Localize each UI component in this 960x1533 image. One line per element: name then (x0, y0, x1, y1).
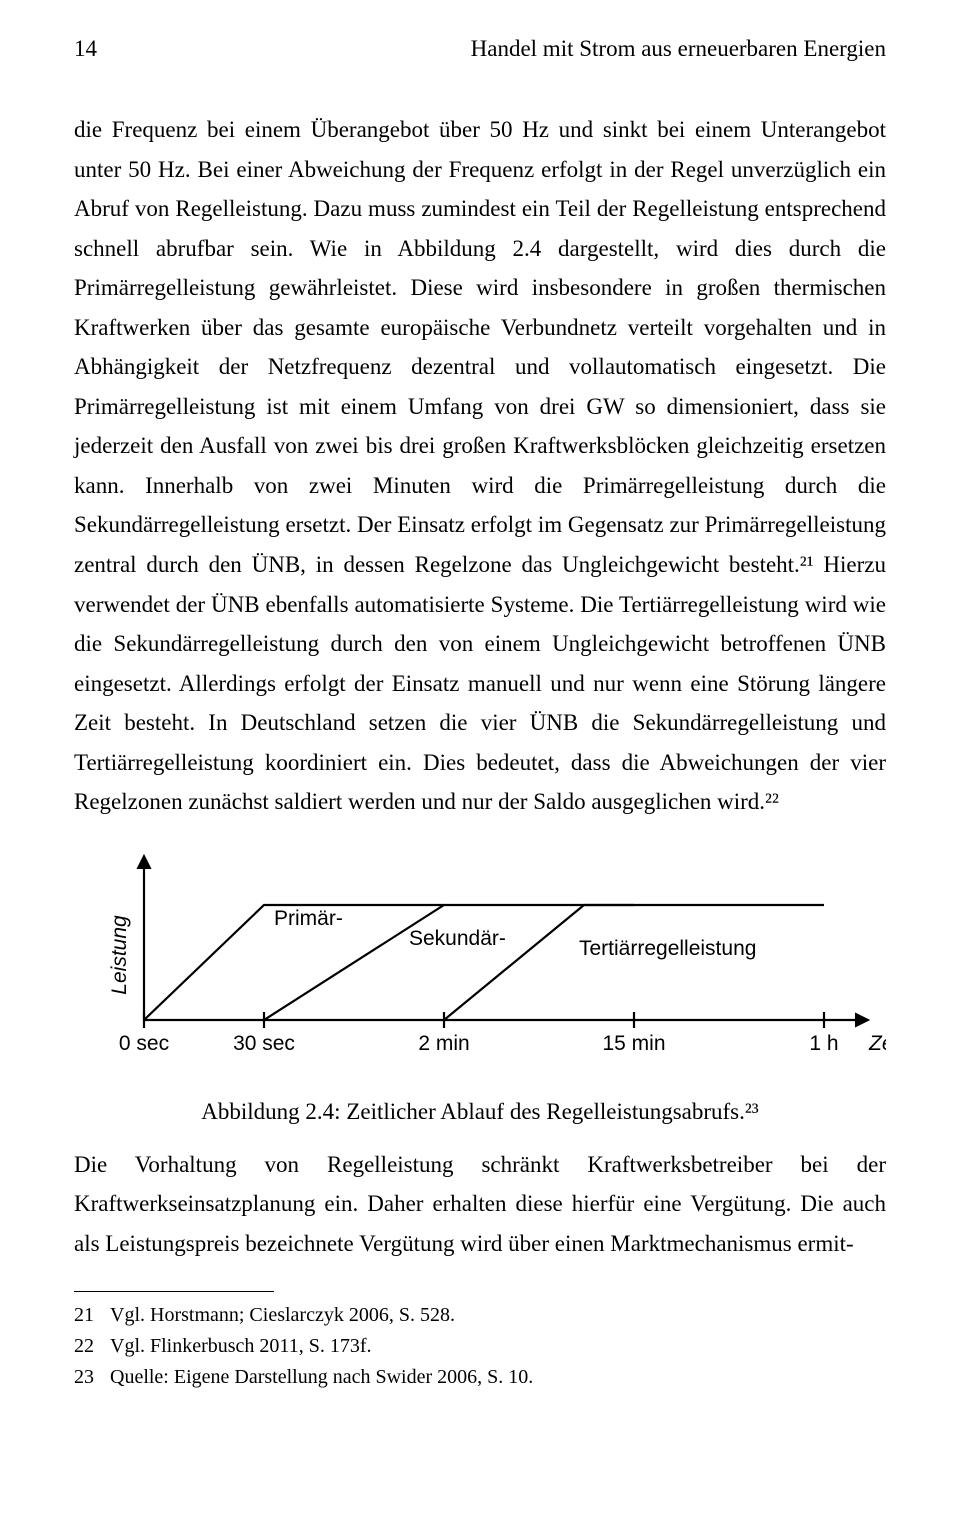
svg-text:Leistung: Leistung (108, 915, 131, 995)
page-header: 14 Handel mit Strom aus erneuerbaren Ene… (74, 36, 886, 62)
chapter-title: Handel mit Strom aus erneuerbaren Energi… (471, 36, 886, 62)
svg-text:Sekundär-: Sekundär- (409, 927, 506, 950)
svg-text:Primär-: Primär- (274, 907, 343, 930)
svg-text:Zeit: Zeit (868, 1032, 886, 1055)
svg-text:15 min: 15 min (602, 1032, 665, 1055)
footnote-23: 23 Quelle: Eigene Darstellung nach Swide… (74, 1362, 886, 1393)
svg-text:Tertiärregelleistung: Tertiärregelleistung (579, 937, 756, 960)
footnote-number: 22 (74, 1331, 110, 1362)
regelleistung-chart: 0 sec 30 sec 2 min 15 min 1 h Zeit Leistung Pri… (74, 850, 886, 1080)
body-paragraph-1: die Frequenz bei einem Überangebot über … (74, 110, 886, 822)
page: 14 Handel mit Strom aus erneuerbaren Ene… (0, 0, 960, 1433)
footnote-rule (74, 1291, 274, 1292)
svg-text:2 min: 2 min (418, 1032, 469, 1055)
footnote-21: 21 Vgl. Horstmann; Cieslarczyk 2006, S. … (74, 1300, 886, 1331)
svg-text:0 sec: 0 sec (119, 1032, 169, 1055)
svg-text:1 h: 1 h (809, 1032, 838, 1055)
footnote-text: Vgl. Horstmann; Cieslarczyk 2006, S. 528… (110, 1300, 455, 1331)
footnote-number: 23 (74, 1362, 110, 1393)
body-paragraph-2: Die Vorhaltung von Regelleistung schränk… (74, 1145, 886, 1264)
figure-2-4: 0 sec 30 sec 2 min 15 min 1 h Zeit Leistung Pri… (74, 850, 886, 1125)
footnote-text: Quelle: Eigene Darstellung nach Swider 2… (110, 1362, 533, 1393)
footnote-text: Vgl. Flinkerbusch 2011, S. 173f. (110, 1331, 371, 1362)
page-number: 14 (74, 36, 97, 62)
figure-caption: Abbildung 2.4: Zeitlicher Ablauf des Reg… (74, 1099, 886, 1125)
footnotes: 21 Vgl. Horstmann; Cieslarczyk 2006, S. … (74, 1300, 886, 1393)
svg-text:30 sec: 30 sec (233, 1032, 295, 1055)
footnote-number: 21 (74, 1300, 110, 1331)
footnote-22: 22 Vgl. Flinkerbusch 2011, S. 173f. (74, 1331, 886, 1362)
